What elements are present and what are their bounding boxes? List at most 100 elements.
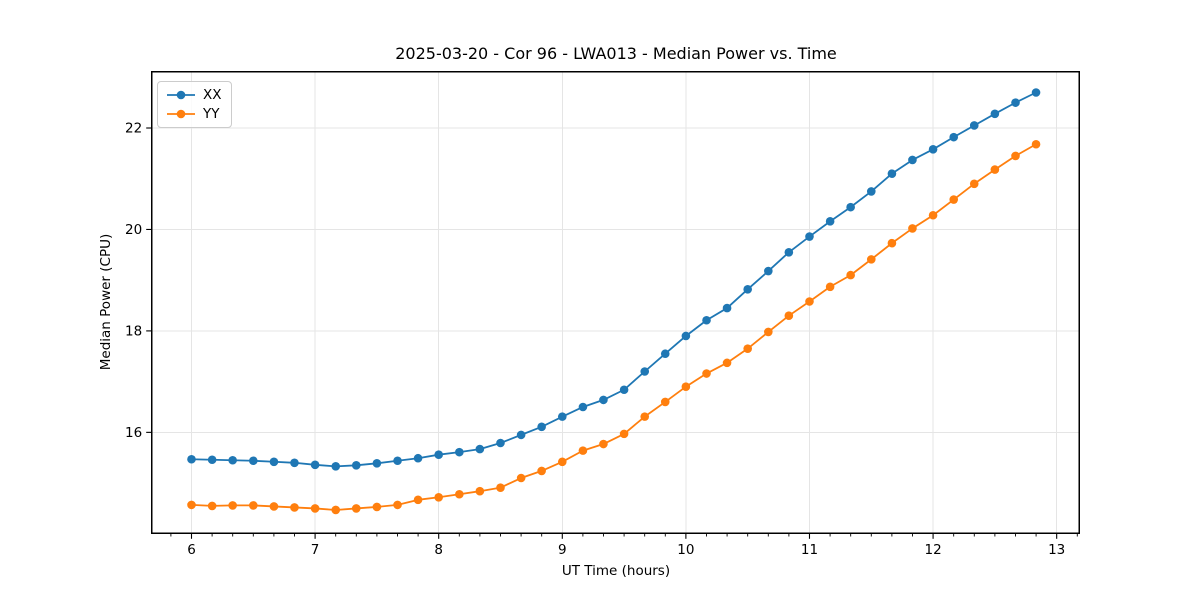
x-tick-label: 7 bbox=[311, 542, 320, 558]
x-axis-label: UT Time (hours) bbox=[561, 563, 671, 579]
series-xx-marker bbox=[496, 438, 505, 448]
series-yy-marker bbox=[578, 446, 588, 455]
series-xx-marker bbox=[372, 459, 382, 468]
x-tick-label: 13 bbox=[1048, 542, 1065, 558]
series-yy-marker bbox=[331, 505, 341, 515]
series-yy-marker bbox=[949, 195, 959, 204]
series-yy-marker bbox=[722, 358, 732, 368]
series-yy-marker bbox=[764, 327, 773, 337]
series-xx-marker bbox=[207, 455, 217, 465]
series-yy-marker bbox=[825, 282, 835, 292]
x-tick-label: 9 bbox=[558, 542, 567, 558]
series-xx-marker bbox=[455, 447, 464, 457]
series-yy-marker bbox=[805, 297, 814, 306]
x-tick-label: 6 bbox=[187, 542, 196, 558]
series-yy-marker bbox=[743, 344, 752, 353]
series-yy-marker bbox=[516, 473, 526, 483]
x-tick-label: 12 bbox=[924, 542, 941, 558]
axes-spines bbox=[151, 71, 1080, 534]
y-axis-label-text: Median Power (CPU) bbox=[98, 233, 114, 371]
series-yy-marker bbox=[702, 369, 711, 378]
series-xx-marker bbox=[557, 412, 567, 421]
series-yy-marker bbox=[969, 179, 979, 189]
legend-item-xx: XX bbox=[166, 87, 222, 103]
series-yy-marker bbox=[599, 439, 608, 449]
legend-label: YY bbox=[203, 106, 220, 122]
series-xx-marker bbox=[310, 460, 320, 470]
series-xx-marker bbox=[805, 232, 814, 241]
series-yy-marker bbox=[1031, 139, 1041, 149]
series-yy-marker bbox=[784, 311, 794, 320]
y-tick-label: 16 bbox=[125, 425, 142, 441]
series-yy-marker bbox=[537, 466, 546, 476]
series-yy-marker bbox=[207, 501, 217, 511]
series-xx-marker bbox=[949, 132, 959, 142]
series-xx-marker bbox=[187, 454, 196, 464]
series-xx-marker bbox=[516, 430, 526, 440]
series-xx-marker bbox=[702, 315, 711, 325]
series-xx-marker bbox=[764, 266, 773, 276]
series-yy-marker bbox=[1011, 151, 1020, 161]
y-tick-label: 22 bbox=[125, 121, 142, 137]
series-xx-marker bbox=[475, 444, 485, 454]
series-xx-marker bbox=[825, 217, 835, 226]
series-xx-marker bbox=[434, 450, 443, 459]
series-xx-marker bbox=[660, 349, 670, 359]
x-tick-label: 8 bbox=[434, 542, 443, 558]
series-yy-marker bbox=[908, 224, 917, 233]
series-yy-line bbox=[190, 143, 1037, 511]
series-xx-marker bbox=[887, 169, 897, 178]
series-yy-marker bbox=[290, 503, 299, 512]
x-tick-label: 10 bbox=[677, 542, 694, 558]
legend-label: XX bbox=[203, 87, 222, 103]
series-yy-marker bbox=[351, 504, 361, 513]
series-yy-marker bbox=[269, 502, 279, 511]
series-xx-marker bbox=[743, 285, 752, 294]
y-tick-label: 20 bbox=[125, 222, 142, 238]
legend: XX YY bbox=[157, 81, 232, 128]
series-yy-marker bbox=[640, 412, 650, 421]
series-xx-marker bbox=[640, 367, 650, 376]
series-xx-marker bbox=[413, 453, 423, 463]
series-xx-marker bbox=[619, 385, 629, 395]
series-yy-marker bbox=[310, 504, 320, 513]
series-xx-marker bbox=[928, 145, 938, 154]
series-xx-marker bbox=[866, 187, 876, 196]
series-xx-marker bbox=[681, 331, 691, 341]
series-xx-marker bbox=[228, 455, 237, 465]
series-xx-marker bbox=[1031, 88, 1041, 97]
series-xx-marker bbox=[722, 303, 732, 313]
series-xx-marker bbox=[331, 462, 341, 471]
series-xx-marker bbox=[846, 202, 855, 212]
series-yy-marker bbox=[928, 210, 938, 220]
series-xx-marker bbox=[269, 457, 279, 467]
series-xx-marker bbox=[990, 109, 1000, 119]
series-yy-marker bbox=[455, 489, 464, 499]
series-xx-marker bbox=[969, 121, 979, 130]
x-tick-label: 11 bbox=[801, 542, 818, 558]
series-yy-marker bbox=[372, 502, 382, 512]
series-xx-line bbox=[190, 91, 1037, 468]
series-yy-marker bbox=[413, 495, 423, 505]
series-xx-marker bbox=[578, 402, 588, 412]
series-xx-marker bbox=[1011, 98, 1020, 107]
series-xx-marker bbox=[351, 461, 361, 470]
series-yy-marker bbox=[990, 165, 1000, 174]
series-yy-marker bbox=[434, 492, 443, 502]
series-yy-marker bbox=[496, 483, 505, 492]
series-yy-marker bbox=[228, 501, 237, 510]
series-xx-marker bbox=[537, 422, 546, 432]
series-yy-marker bbox=[681, 382, 691, 392]
series-yy-marker bbox=[887, 238, 897, 248]
series-xx-marker bbox=[290, 458, 299, 468]
series-xx-marker bbox=[249, 456, 258, 466]
series-yy-marker bbox=[619, 429, 629, 439]
series-yy-marker bbox=[660, 397, 670, 407]
series-xx-marker bbox=[393, 456, 402, 466]
series-yy-marker bbox=[393, 500, 402, 510]
y-tick-label: 18 bbox=[125, 323, 142, 339]
series-yy-marker bbox=[187, 500, 196, 510]
series-xx-marker bbox=[908, 155, 917, 165]
